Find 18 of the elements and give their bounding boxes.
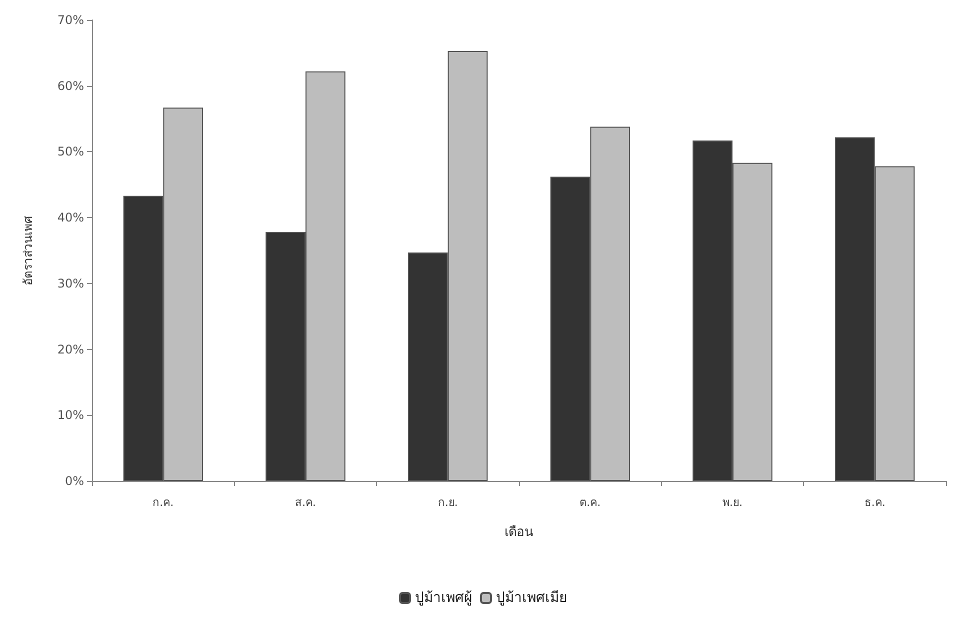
legend-label: ปูม้าเพศผู้ bbox=[415, 590, 472, 606]
legend-label: ปูม้าเพศเมีย bbox=[496, 590, 567, 606]
y-tick-label: 0% bbox=[64, 474, 84, 488]
x-axis-title: เดือน bbox=[504, 524, 534, 540]
x-tick-label: ก.ย. bbox=[438, 496, 458, 509]
x-tick-label: ต.ค. bbox=[580, 496, 601, 509]
y-tick-label: 50% bbox=[57, 144, 84, 159]
x-tick-label: ธ.ค. bbox=[864, 496, 886, 509]
x-tick-label: ก.ค. bbox=[152, 496, 174, 509]
y-tick-label: 40% bbox=[57, 210, 84, 225]
y-tick-label: 70% bbox=[57, 13, 84, 27]
y-tick-label: 30% bbox=[57, 276, 84, 290]
y-tick-label: 20% bbox=[57, 342, 84, 356]
y-tick-label: 10% bbox=[57, 408, 84, 422]
x-tick-label: ส.ค. bbox=[295, 496, 316, 509]
y-tick-label: 60% bbox=[57, 78, 84, 93]
y-axis-title: อัตราส่วนเพศ bbox=[21, 216, 35, 286]
x-tick-label: พ.ย. bbox=[722, 496, 742, 509]
